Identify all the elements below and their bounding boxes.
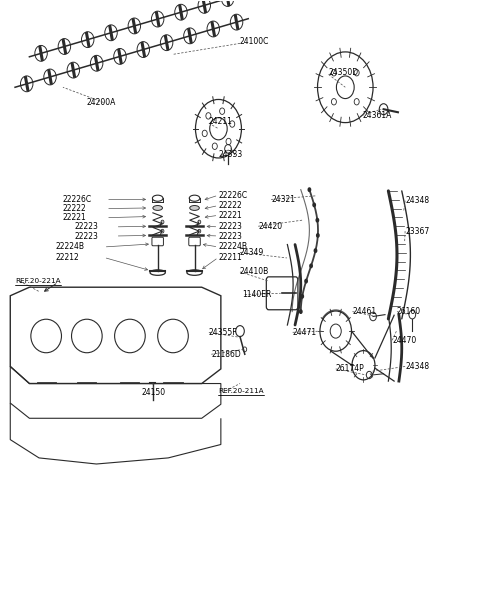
Text: 22221: 22221 (63, 213, 87, 222)
Text: 24471: 24471 (293, 328, 317, 337)
Text: 22223: 22223 (218, 232, 242, 241)
Circle shape (315, 218, 319, 222)
Text: 23367: 23367 (405, 227, 430, 236)
Text: 24420: 24420 (258, 222, 282, 231)
Text: 22212: 22212 (56, 253, 80, 262)
Text: 24200A: 24200A (87, 98, 116, 107)
Text: 22223: 22223 (75, 222, 99, 232)
Text: 24349: 24349 (240, 248, 264, 257)
Text: 21186D: 21186D (211, 349, 241, 359)
Text: 24350D: 24350D (328, 68, 359, 77)
Text: 22224B: 22224B (56, 243, 85, 252)
Text: 22222: 22222 (218, 201, 242, 210)
Text: 24100C: 24100C (240, 37, 269, 46)
Text: 22226C: 22226C (63, 195, 92, 204)
Text: 24333: 24333 (218, 150, 243, 159)
Text: 22223: 22223 (218, 222, 242, 232)
Ellipse shape (153, 205, 162, 210)
Text: 26174P: 26174P (336, 364, 364, 373)
Text: 24211: 24211 (209, 117, 233, 126)
Text: 24461: 24461 (352, 307, 377, 316)
Text: REF.20-221A: REF.20-221A (15, 278, 60, 284)
Circle shape (312, 202, 316, 207)
Text: 24361A: 24361A (362, 111, 391, 120)
Text: 24470: 24470 (392, 336, 417, 345)
Text: 24348: 24348 (405, 196, 429, 205)
Text: 22223: 22223 (75, 232, 99, 241)
Text: 24150: 24150 (142, 388, 166, 397)
Text: 1140ER: 1140ER (242, 290, 272, 299)
Text: 22224B: 22224B (218, 243, 248, 252)
Circle shape (313, 248, 317, 253)
Text: 22211: 22211 (218, 253, 242, 262)
Circle shape (316, 233, 320, 238)
Circle shape (304, 279, 308, 284)
Text: 22222: 22222 (63, 204, 87, 213)
Text: 22226C: 22226C (218, 191, 248, 200)
Circle shape (300, 294, 304, 299)
Ellipse shape (190, 205, 199, 210)
Text: 26160: 26160 (397, 307, 421, 316)
Text: 22221: 22221 (218, 211, 242, 220)
Text: 24348: 24348 (405, 362, 429, 371)
Circle shape (299, 309, 303, 314)
Text: 24355F: 24355F (209, 328, 238, 337)
Text: 24321: 24321 (271, 195, 295, 204)
Text: REF.20-211A: REF.20-211A (218, 388, 264, 394)
Circle shape (309, 263, 313, 268)
Circle shape (308, 187, 312, 192)
Text: 24410B: 24410B (240, 268, 269, 276)
